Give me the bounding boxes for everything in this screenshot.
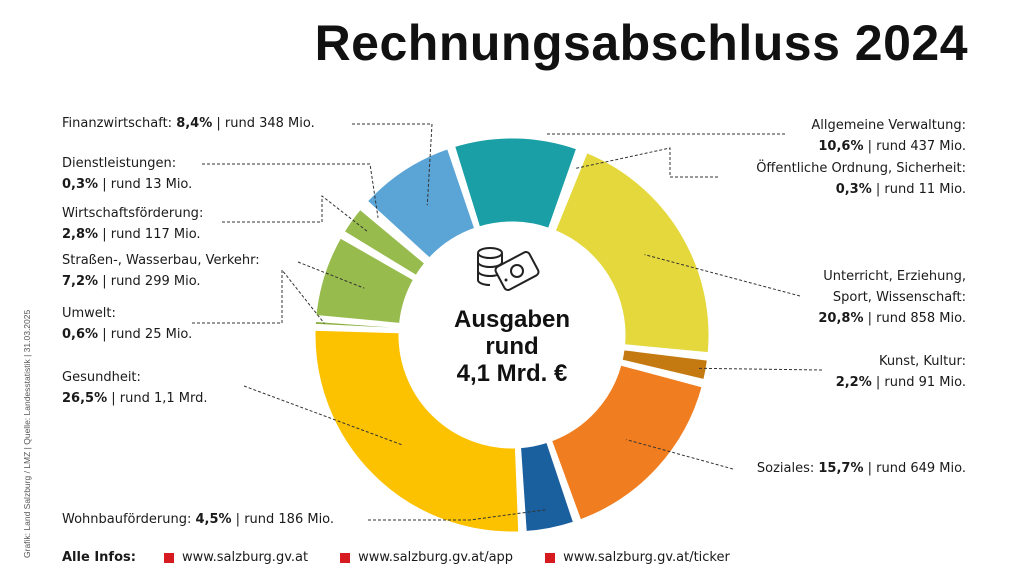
footer-link-ticker[interactable]: www.salzburg.gv.at/ticker (545, 550, 730, 565)
label-umwelt: Umwelt: 0,6% | rund 25 Mio. (62, 306, 193, 342)
leader-line-oeffentliche-ordnung (574, 147, 718, 178)
center-line-1: Ausgaben (453, 306, 570, 333)
footer-heading: Alle Infos: (62, 550, 136, 565)
leader-line-kunst-kultur (697, 367, 823, 371)
donut-segment-3 (619, 347, 711, 383)
donut-segment-2 (552, 149, 712, 356)
footer-link-website[interactable]: www.salzburg.gv.at (163, 550, 308, 565)
donut-segment-7 (312, 318, 402, 332)
center-line-3: 4,1 Mrd. € (456, 360, 568, 387)
leader-line-wirtschaftsfoerderung (222, 194, 368, 232)
leader-line-dienstleistungen (202, 163, 379, 218)
page-title: Rechnungsabschluss 2024 (314, 15, 968, 71)
donut-segment-10 (360, 201, 431, 264)
donut-segment-4 (548, 362, 706, 523)
label-wohnbaufoerderung: Wohnbauförderung: 4,5% | rund 186 Mio. (62, 512, 335, 527)
bullet-square-icon (163, 552, 174, 563)
source-credit: Grafik: Land Salzburg / LMZ | Quelle: La… (22, 309, 32, 558)
leader-line-umwelt (192, 268, 325, 324)
coins-cash-icon (477, 247, 540, 291)
donut-segment-0 (451, 135, 580, 232)
donut-segment-5 (517, 439, 577, 535)
leader-line-unterricht (644, 254, 801, 297)
leader-line-finanzwirtschaft (352, 123, 433, 206)
label-unterricht: Unterricht, Erziehung, Sport, Wissenschaf… (818, 269, 966, 326)
donut-segment-1 (549, 147, 586, 233)
label-allgemeine-verwaltung: Allgemeine Verwaltung: 10,6% | rund 437 M… (811, 118, 966, 154)
label-kunst-kultur: Kunst, Kultur: 2,2% | rund 91 Mio. (835, 354, 966, 390)
leader-line-strassen (297, 261, 365, 289)
label-finanzwirtschaft: Finanzwirtschaft: 8,4% | rund 348 Mio. (62, 116, 315, 131)
donut-segment-6 (312, 327, 522, 535)
label-dienstleistungen: Dienstleistungen: 0,3% | rund 13 Mio. (62, 156, 193, 192)
donut-segment-8 (313, 234, 417, 327)
label-wirtschaftsfoerderung: Wirtschaftsförderung: 2,8% | rund 117 Mio… (62, 206, 204, 242)
label-soziales: Soziales: 15,7% | rund 649 Mio. (756, 461, 966, 476)
footer-link-app[interactable]: www.salzburg.gv.at/app (340, 550, 513, 565)
footer: Alle Infos: www.salzburg.gv.at www.salzb… (62, 550, 762, 565)
center-label: Ausgaben rund 4,1 Mrd. € (432, 306, 592, 387)
donut-segment-9 (340, 206, 429, 279)
label-gesundheit: Gesundheit: 26,5% | rund 1,1 Mrd. (62, 370, 208, 406)
leader-line-soziales (626, 439, 734, 470)
center-line-2: rund (485, 333, 539, 360)
bullet-square-icon (340, 552, 351, 563)
label-oeffentliche-ordnung: Öffentliche Ordnung, Sicherheit: 0,3% | r… (756, 161, 966, 197)
leader-line-wohnbaufoerderung (368, 509, 547, 521)
bullet-square-icon (545, 552, 556, 563)
leader-line-gesundheit (243, 385, 404, 446)
donut-segment-11 (363, 145, 478, 262)
label-strassen: Straßen-, Wasserbau, Verkehr: 7,2% | rund… (62, 253, 260, 289)
